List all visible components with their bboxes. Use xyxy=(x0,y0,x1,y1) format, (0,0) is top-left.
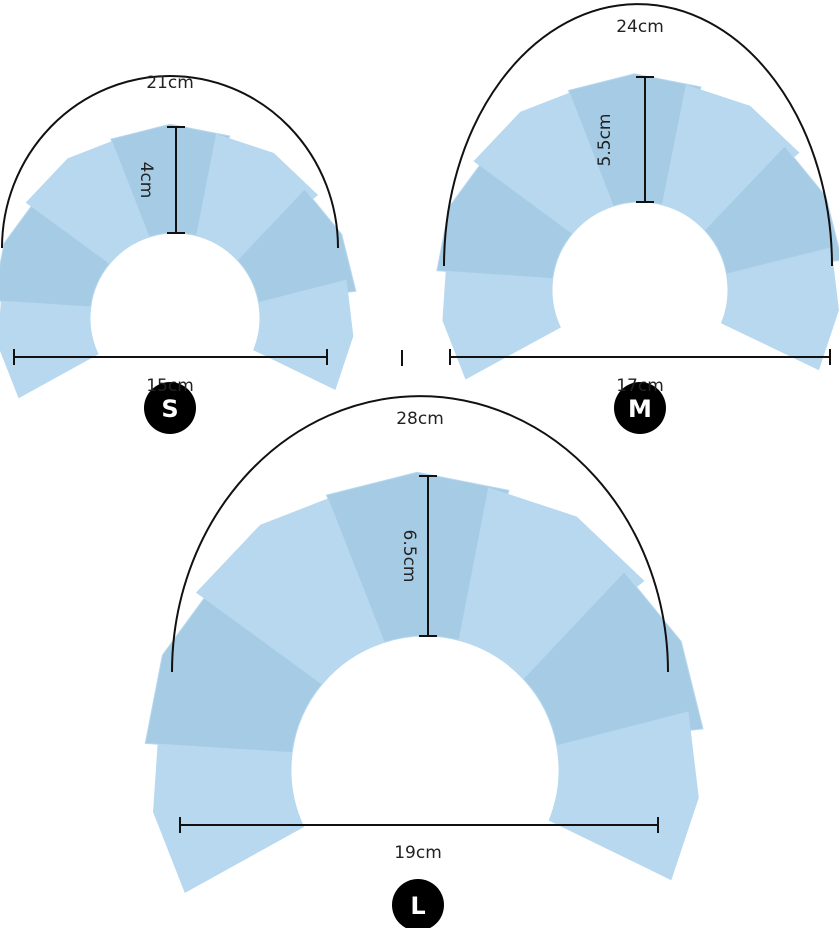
glove-size-m xyxy=(436,3,839,434)
l-circumference-label: 28cm xyxy=(396,409,444,429)
glove-segment xyxy=(548,711,699,881)
l-width-label: 19cm xyxy=(394,843,442,863)
glove-segment xyxy=(195,491,385,685)
glove-segment xyxy=(196,133,319,261)
m-badge-text: M xyxy=(628,395,652,423)
l-badge-text: L xyxy=(410,892,425,920)
s-height-label: 4cm xyxy=(136,162,156,199)
glove-segment xyxy=(325,471,510,643)
l-height-label: 6.5cm xyxy=(399,530,419,583)
m-circumference-label: 24cm xyxy=(616,17,664,37)
size-badge xyxy=(614,382,666,434)
s-circumference-label: 21cm xyxy=(146,73,194,93)
glove-segment xyxy=(703,145,839,275)
glove-segment xyxy=(25,136,150,265)
glove-segment xyxy=(0,195,111,308)
s-badge-text: S xyxy=(161,395,178,423)
glove-segment xyxy=(473,87,614,235)
glove-segment xyxy=(0,288,99,399)
m-height-label: 5.5cm xyxy=(595,114,615,167)
glove-segment xyxy=(153,725,305,893)
glove-segment xyxy=(720,247,839,371)
glove-segment xyxy=(442,257,561,380)
glove-segment xyxy=(436,153,574,280)
glove-size-s xyxy=(0,75,357,434)
glove-size-l xyxy=(144,395,704,928)
circumference-arc xyxy=(443,3,833,267)
glove-segment xyxy=(236,188,357,304)
s-width-label: 15cm xyxy=(146,376,194,396)
glove-segment xyxy=(458,487,645,680)
size-badge xyxy=(392,879,444,928)
glove-segment xyxy=(522,571,704,747)
circumference-arc xyxy=(171,395,669,673)
size-badge xyxy=(144,382,196,434)
circumference-arc xyxy=(1,75,339,249)
glove-segment xyxy=(144,581,323,754)
glove-segment xyxy=(253,279,354,390)
m-width-label: 17cm xyxy=(616,376,664,396)
glove-segment xyxy=(661,84,800,231)
